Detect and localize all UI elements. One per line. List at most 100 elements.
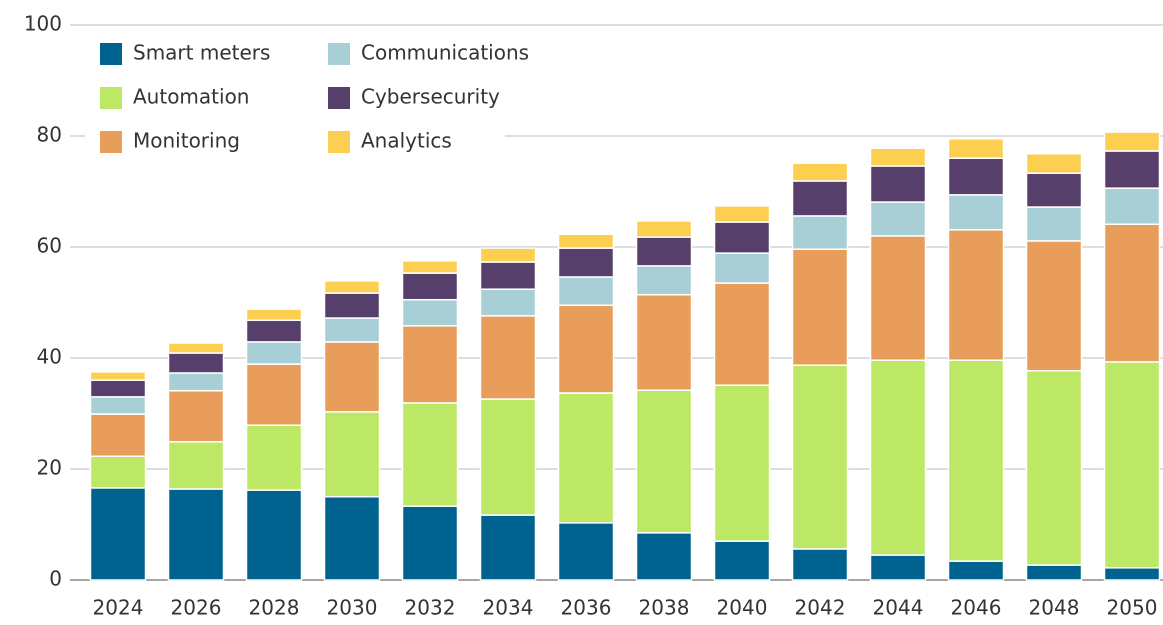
- bar-segment: [323, 341, 381, 413]
- x-tick-label: 2040: [717, 596, 768, 620]
- bar-segment: [791, 180, 849, 217]
- bar-segment: [479, 398, 537, 516]
- bar-segment: [89, 413, 147, 457]
- legend-background: [85, 33, 505, 163]
- x-tick-label: 2032: [405, 596, 456, 620]
- legend-swatch: [100, 131, 122, 153]
- bar-segment: [401, 325, 459, 404]
- bar-segment: [1103, 187, 1161, 225]
- bar-segment: [869, 554, 927, 581]
- x-tick-label: 2030: [327, 596, 378, 620]
- legend-swatch: [328, 131, 350, 153]
- x-tick-label: 2024: [93, 596, 144, 620]
- bar-segment: [245, 341, 303, 365]
- legend-label: Smart meters: [133, 41, 270, 65]
- bar-segment: [947, 560, 1005, 581]
- bar-segment: [713, 252, 771, 284]
- bar-segment: [167, 372, 225, 392]
- bar-segment: [323, 280, 381, 294]
- bar-segment: [869, 359, 927, 556]
- bar-segment: [713, 384, 771, 542]
- y-tick-label: 60: [37, 234, 62, 258]
- bar-segment: [89, 396, 147, 415]
- bar-segment: [479, 261, 537, 290]
- legend-label: Analytics: [361, 129, 452, 153]
- bar-segment: [401, 505, 459, 581]
- x-tick-label: 2026: [171, 596, 222, 620]
- bar-segment: [947, 359, 1005, 562]
- bar-segment: [401, 272, 459, 301]
- x-tick-label: 2042: [795, 596, 846, 620]
- bar-segment: [323, 496, 381, 581]
- bar-segment: [479, 315, 537, 400]
- bar-segment: [245, 308, 303, 322]
- bar-segment: [557, 276, 615, 307]
- y-tick-label: 40: [37, 345, 62, 369]
- bar-segment: [635, 293, 693, 391]
- bar-segment: [635, 389, 693, 534]
- bar-segment: [947, 138, 1005, 159]
- bar-segment: [869, 165, 927, 203]
- legend-swatch: [100, 43, 122, 65]
- bar-segment: [635, 236, 693, 267]
- bar-segment: [401, 298, 459, 327]
- x-tick-label: 2048: [1029, 596, 1080, 620]
- legend-label: Cybersecurity: [361, 85, 500, 109]
- bar-segment: [557, 247, 615, 278]
- legend-swatch: [328, 43, 350, 65]
- bar-segment: [791, 162, 849, 182]
- bar-segment: [1103, 361, 1161, 569]
- bar-segment: [1025, 370, 1083, 566]
- bar-segment: [713, 540, 771, 581]
- bar-segment: [167, 488, 225, 581]
- bar-segment: [947, 157, 1005, 196]
- bar-segment: [1103, 567, 1161, 581]
- bar-segment: [323, 411, 381, 498]
- bar-segment: [89, 487, 147, 581]
- bar-segment: [245, 489, 303, 581]
- bar-segment: [1103, 223, 1161, 363]
- bar-segment: [1025, 564, 1083, 581]
- y-tick-label: 80: [37, 123, 62, 147]
- bar-segment: [245, 424, 303, 491]
- bar-segment: [167, 441, 225, 490]
- bar-segment: [323, 292, 381, 319]
- y-tick-label: 0: [49, 567, 62, 591]
- bar-segment: [167, 342, 225, 354]
- bar-segment: [791, 364, 849, 550]
- bar-segment: [557, 304, 615, 394]
- x-tick-label: 2050: [1107, 596, 1158, 620]
- bar-segment: [635, 265, 693, 296]
- bar-segment: [869, 235, 927, 361]
- bar-segment: [635, 532, 693, 581]
- bar-segment: [401, 402, 459, 507]
- bar-segment: [791, 248, 849, 366]
- bar-segment: [323, 317, 381, 343]
- bar-segment: [947, 194, 1005, 231]
- y-tick-label: 100: [24, 12, 62, 36]
- legend-label: Automation: [133, 85, 249, 109]
- bar-segment: [1025, 206, 1083, 242]
- bar-segment: [1025, 153, 1083, 174]
- bar-segment: [1103, 131, 1161, 152]
- bar-segment: [89, 371, 147, 381]
- x-tick-label: 2046: [951, 596, 1002, 620]
- bar-segment: [479, 288, 537, 317]
- bar-segment: [479, 247, 537, 263]
- bar-segment: [89, 455, 147, 489]
- bar-segment: [557, 233, 615, 249]
- bar-segment: [245, 319, 303, 343]
- bar-segment: [791, 215, 849, 250]
- bar-segment: [167, 389, 225, 443]
- legend-swatch: [328, 87, 350, 109]
- bar-segment: [635, 220, 693, 238]
- bar-segment: [557, 392, 615, 524]
- bar-segment: [401, 260, 459, 274]
- x-tick-label: 2034: [483, 596, 534, 620]
- legend-label: Communications: [361, 41, 529, 65]
- bar-segment: [869, 201, 927, 237]
- legend-swatch: [100, 87, 122, 109]
- bar-segment: [245, 363, 303, 426]
- bar-segment: [557, 522, 615, 581]
